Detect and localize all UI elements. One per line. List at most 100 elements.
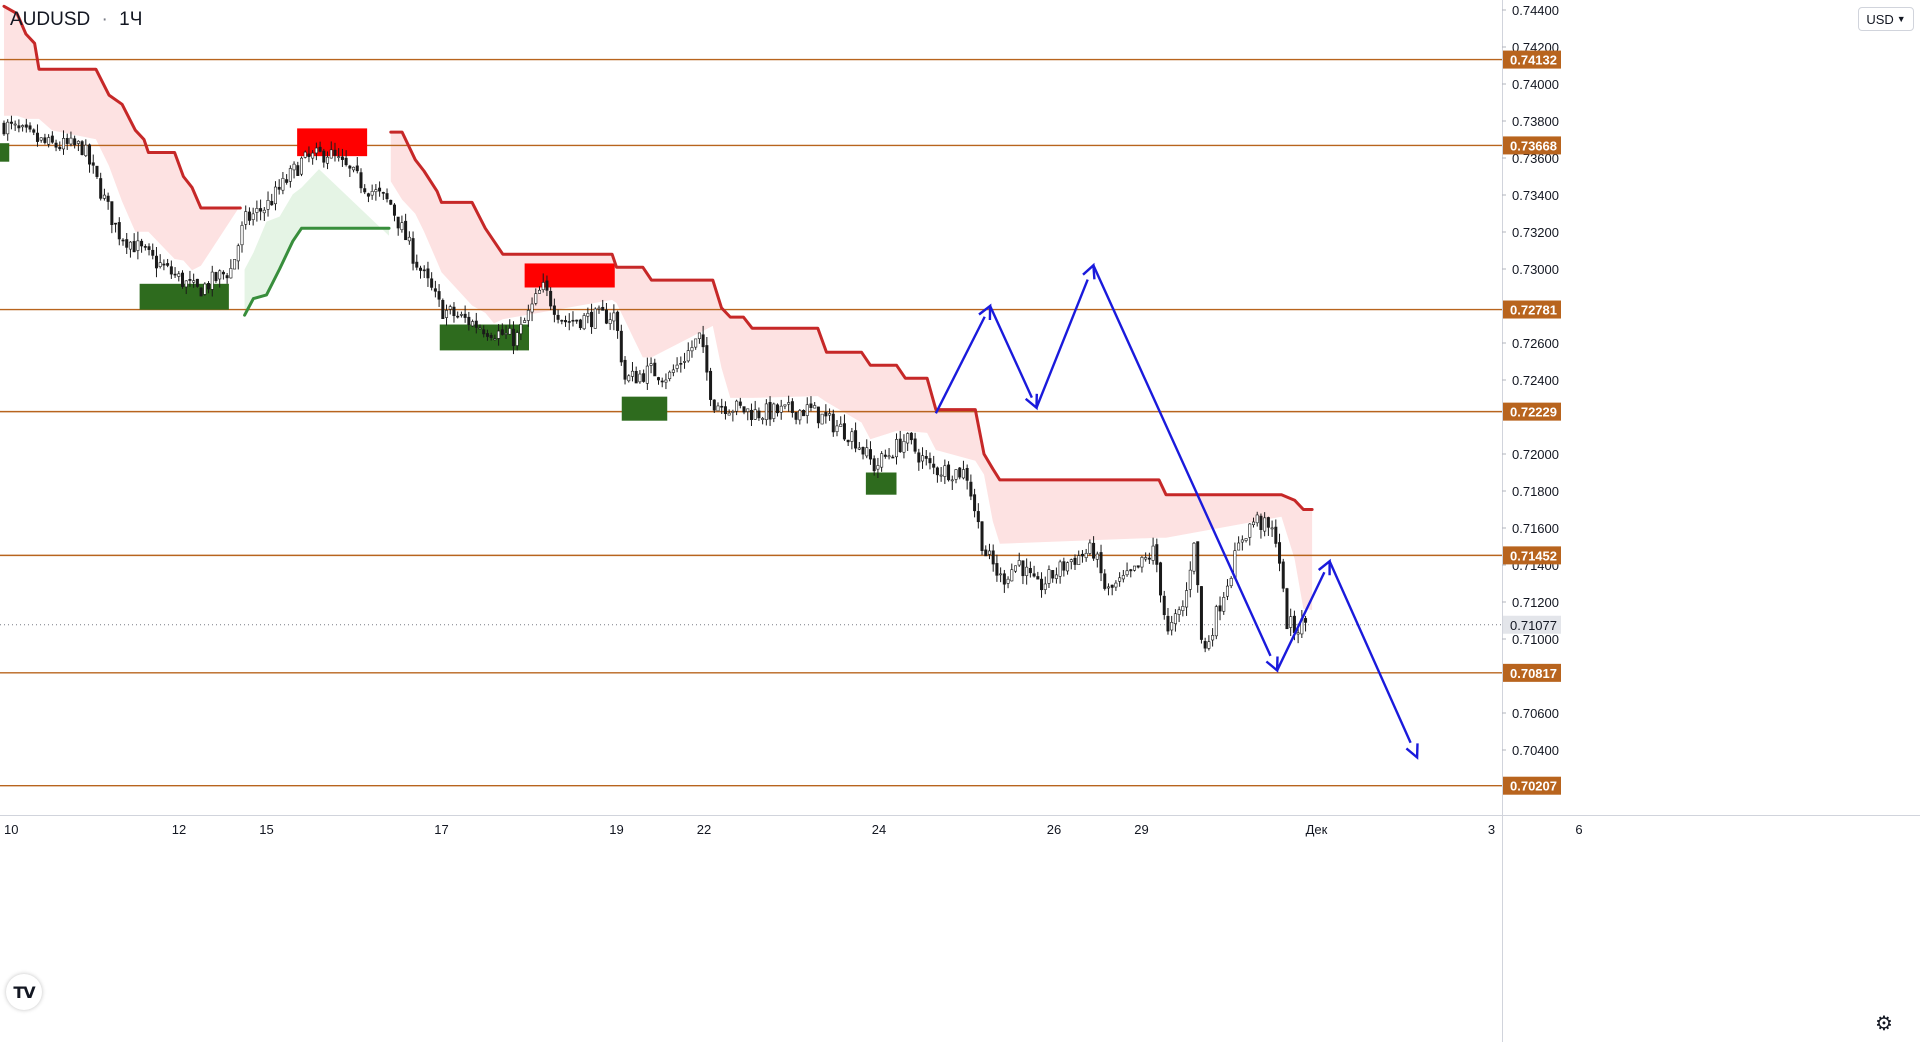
candle-body xyxy=(709,370,713,400)
currency-button[interactable]: USD ▼ xyxy=(1858,7,1914,31)
candle-280 xyxy=(1043,576,1047,595)
candle-103 xyxy=(385,188,389,203)
candle-body xyxy=(445,310,449,318)
candle-body xyxy=(969,481,973,497)
candle-256 xyxy=(954,469,958,484)
candle-body xyxy=(136,240,140,251)
candle-body xyxy=(987,550,991,555)
candle-37 xyxy=(140,238,144,253)
candle-128 xyxy=(478,324,482,330)
candle-body xyxy=(1296,632,1300,635)
candle-body xyxy=(857,447,861,450)
candle-body xyxy=(1285,588,1289,630)
candle-body xyxy=(839,423,843,427)
level-tag-label: 0.70817 xyxy=(1510,666,1557,681)
trail-red-1 xyxy=(2,4,242,210)
candle-body xyxy=(281,178,285,191)
candle-119 xyxy=(445,304,449,326)
candle-135 xyxy=(504,325,508,340)
candle-62 xyxy=(233,259,237,270)
candle-273 xyxy=(1017,552,1021,567)
candle-body xyxy=(143,246,147,248)
gear-icon[interactable]: ⚙ xyxy=(1875,1013,1893,1035)
candle-body xyxy=(478,327,482,330)
candle-249 xyxy=(928,452,932,470)
candle-33 xyxy=(125,233,129,254)
candle-203 xyxy=(757,407,761,421)
symbol-label[interactable]: AUDUSD xyxy=(10,9,91,30)
candle-332 xyxy=(1237,536,1241,551)
candle-body xyxy=(534,293,538,304)
candle-202 xyxy=(753,400,757,420)
candle-body xyxy=(43,137,47,143)
interval-label[interactable]: 1Ч xyxy=(119,9,143,30)
candle-78 xyxy=(292,161,296,179)
candle-4 xyxy=(17,119,21,133)
candle-body xyxy=(69,137,73,145)
candle-body xyxy=(1118,577,1122,582)
candle-12 xyxy=(47,134,51,148)
candle-body xyxy=(1155,544,1159,565)
candle-242 xyxy=(902,434,906,459)
candle-body xyxy=(894,439,898,458)
candle-body xyxy=(831,413,835,433)
candle-238 xyxy=(887,448,891,460)
candle-187 xyxy=(697,332,701,344)
candle-body xyxy=(883,454,887,457)
level-tag-bg xyxy=(1503,50,1561,69)
candle-244 xyxy=(909,432,913,445)
candle-48 xyxy=(181,270,185,289)
candle-162 xyxy=(604,302,608,325)
candle-body xyxy=(404,220,408,241)
candle-265 xyxy=(987,543,991,560)
candle-230 xyxy=(857,441,861,451)
candle-body xyxy=(378,187,382,192)
candle-body xyxy=(653,362,657,377)
candle-body xyxy=(627,375,631,382)
candle-body xyxy=(181,272,185,287)
candle-body xyxy=(973,494,977,512)
candle-body xyxy=(474,320,478,328)
candle-body xyxy=(504,333,508,335)
chart-header[interactable]: AUDUSD · 1Ч xyxy=(10,9,142,31)
y-tick-label-0: 0.74400 xyxy=(1512,3,1559,18)
candle-221 xyxy=(824,404,828,424)
candle-body xyxy=(247,211,251,221)
header-separator: · xyxy=(101,9,108,30)
candle-297 xyxy=(1106,583,1110,596)
candle-body xyxy=(541,282,545,291)
candle-body xyxy=(846,439,850,443)
candle-139 xyxy=(519,316,523,341)
candle-body xyxy=(519,323,523,335)
candle-body xyxy=(262,209,266,214)
candle-8 xyxy=(32,128,36,136)
x-tick-label-10: 3 xyxy=(1488,822,1495,837)
candle-body xyxy=(947,464,951,481)
candle-159 xyxy=(593,307,597,329)
candle-191 xyxy=(712,399,716,414)
candle-172 xyxy=(642,369,646,383)
demand-zone-0 xyxy=(0,143,10,162)
candle-body xyxy=(1177,609,1181,615)
candle-145 xyxy=(541,273,545,293)
candle-body xyxy=(415,261,419,268)
candle-99 xyxy=(370,184,374,200)
candle-body xyxy=(898,438,902,453)
candle-body xyxy=(794,412,798,420)
candle-body xyxy=(348,165,352,169)
candle-body xyxy=(1114,582,1118,588)
candle-254 xyxy=(947,461,951,482)
candle-250 xyxy=(932,455,936,475)
candle-226 xyxy=(842,414,846,441)
candle-35 xyxy=(132,233,136,253)
candle-336 xyxy=(1252,517,1256,528)
candle-body xyxy=(125,239,129,248)
tradingview-logo-icon[interactable]: TV xyxy=(6,974,42,1010)
candle-329 xyxy=(1225,579,1229,601)
candle-body xyxy=(61,138,65,150)
current-price-tag: 0.71077 xyxy=(1503,615,1561,634)
candle-body xyxy=(909,432,913,441)
candle-body xyxy=(32,129,36,133)
